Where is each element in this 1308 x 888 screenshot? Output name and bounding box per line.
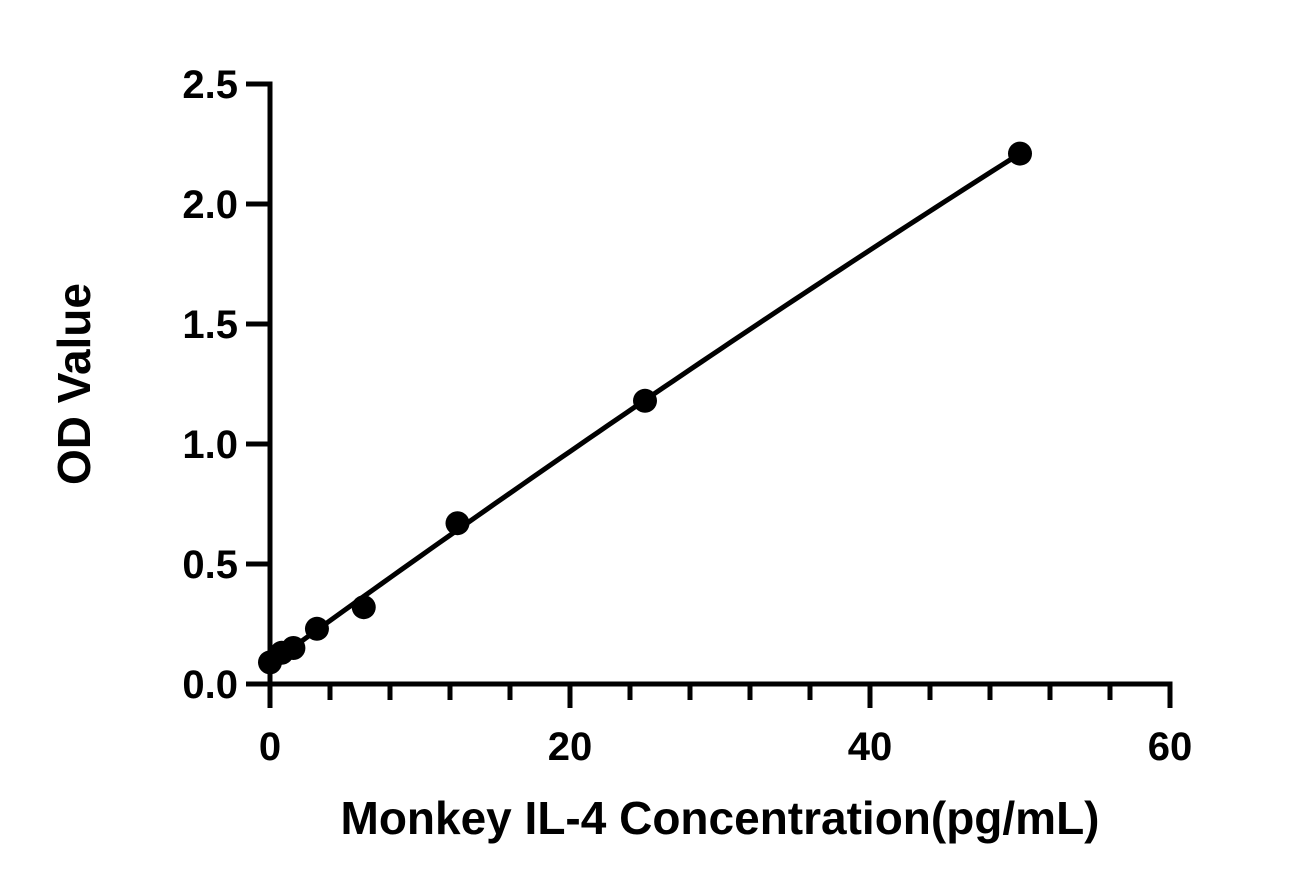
y-axis-tick-labels: 0.0 0.5 1.0 1.5 2.0 2.5	[182, 63, 238, 707]
x-tick-label: 20	[548, 725, 593, 769]
data-point	[304, 616, 329, 641]
y-tick-label: 0.0	[182, 663, 238, 707]
x-axis-ticks	[267, 684, 1173, 708]
x-tick-label: 0	[259, 725, 281, 769]
data-point	[445, 511, 470, 536]
y-tick-label: 1.5	[182, 303, 238, 347]
y-axis-ticks	[246, 81, 270, 687]
data-point	[633, 388, 657, 413]
x-tick-label: 60	[1148, 725, 1193, 769]
x-axis-title: Monkey IL-4 Concentration(pg/mL)	[341, 792, 1100, 844]
data-point	[1008, 141, 1032, 166]
x-tick-label: 40	[848, 725, 893, 769]
y-tick-label: 2.0	[182, 183, 238, 227]
y-tick-label: 0.5	[182, 543, 238, 587]
x-axis-tick-labels: 0 20 40 60	[259, 725, 1192, 769]
y-axis-title: OD Value	[48, 283, 100, 485]
y-tick-label: 2.5	[182, 63, 238, 107]
data-point	[281, 636, 306, 660]
data-point	[351, 595, 376, 620]
y-tick-label: 1.0	[182, 423, 238, 467]
